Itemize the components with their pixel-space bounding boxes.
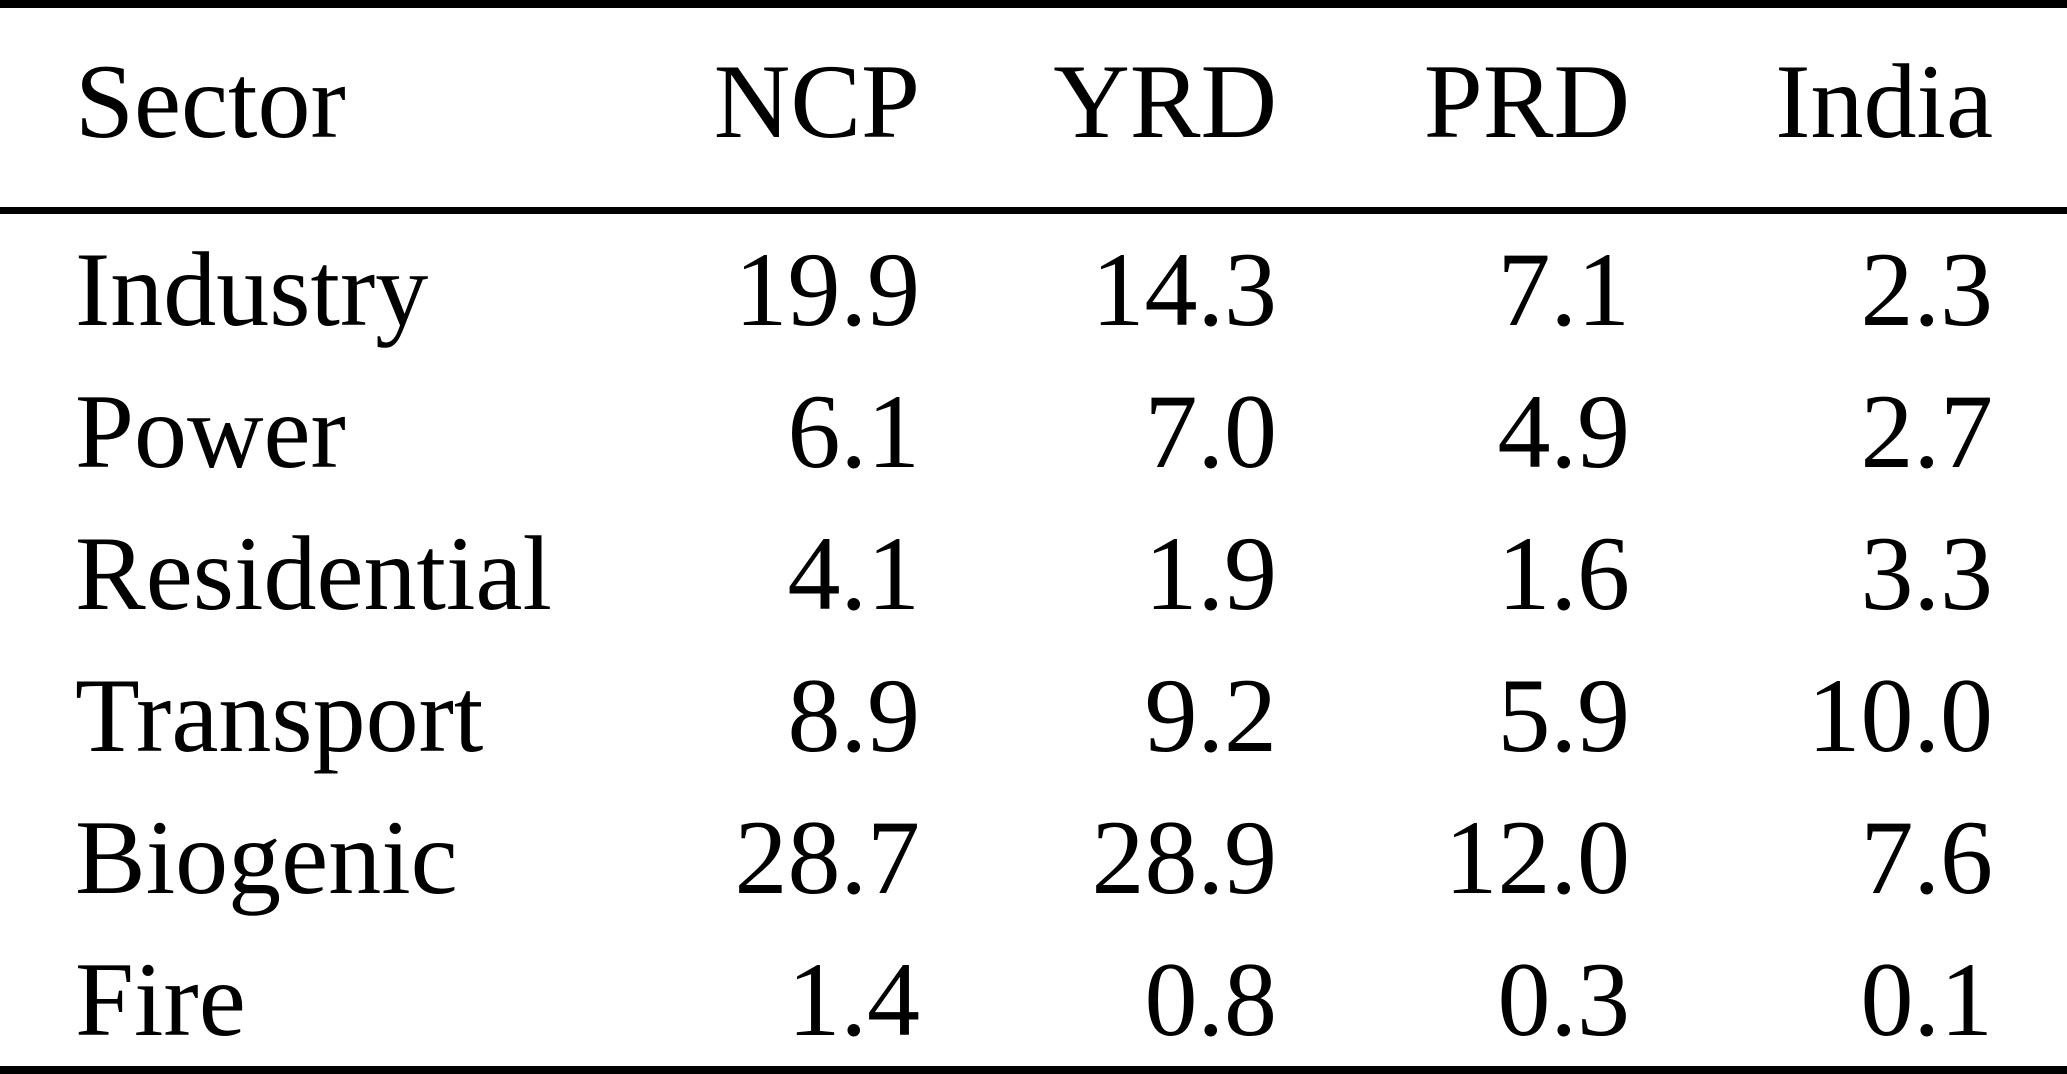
cell-biogenic-yrd: 28.9 (1091, 799, 1278, 917)
cell-fire-yrd: 0.8 (1144, 941, 1278, 1059)
column-header-india: India (1775, 42, 1993, 160)
row-label-fire: Fire (75, 941, 246, 1059)
row-label-biogenic: Biogenic (75, 799, 458, 917)
row-label-transport: Transport (75, 657, 484, 775)
table-row-transport: Transport 8.9 9.2 5.9 10.0 (0, 640, 2067, 782)
table-body: Industry 19.9 14.3 7.1 2.3 Power 6.1 7.0… (0, 211, 2067, 1071)
cell-biogenic-india: 7.6 (1860, 799, 1994, 917)
column-header-yrd: YRD (1053, 42, 1277, 160)
row-label-power: Power (75, 373, 346, 491)
cell-industry-prd: 7.1 (1497, 231, 1631, 349)
cell-industry-india: 2.3 (1860, 231, 1994, 349)
cell-fire-ncp: 1.4 (787, 941, 921, 1059)
cell-transport-yrd: 9.2 (1144, 657, 1278, 775)
cell-residential-india: 3.3 (1860, 515, 1994, 633)
cell-power-prd: 4.9 (1497, 373, 1631, 491)
column-header-prd: PRD (1423, 42, 1630, 160)
table-row-fire: Fire 1.4 0.8 0.3 0.1 (0, 924, 2067, 1070)
cell-industry-yrd: 14.3 (1091, 231, 1278, 349)
table-row-power: Power 6.1 7.0 4.9 2.7 (0, 356, 2067, 498)
cell-biogenic-ncp: 28.7 (734, 799, 921, 917)
cell-industry-ncp: 19.9 (734, 231, 921, 349)
cell-transport-ncp: 8.9 (787, 657, 921, 775)
cell-residential-prd: 1.6 (1497, 515, 1631, 633)
cell-fire-prd: 0.3 (1497, 941, 1631, 1059)
table-row-biogenic: Biogenic 28.7 28.9 12.0 7.6 (0, 782, 2067, 924)
row-label-residential: Residential (75, 515, 552, 633)
column-header-ncp: NCP (713, 42, 920, 160)
cell-biogenic-prd: 12.0 (1444, 799, 1631, 917)
cell-residential-ncp: 4.1 (787, 515, 921, 633)
table-header: Sector NCP YRD PRD India (0, 4, 2067, 211)
cell-residential-yrd: 1.9 (1144, 515, 1278, 633)
cell-power-yrd: 7.0 (1144, 373, 1278, 491)
cell-power-ncp: 6.1 (787, 373, 921, 491)
table-row-industry: Industry 19.9 14.3 7.1 2.3 (0, 211, 2067, 357)
cell-transport-india: 10.0 (1807, 657, 1994, 775)
cell-transport-prd: 5.9 (1497, 657, 1631, 775)
column-header-sector: Sector (75, 42, 346, 160)
table-row-residential: Residential 4.1 1.9 1.6 3.3 (0, 498, 2067, 640)
row-label-industry: Industry (75, 231, 429, 349)
header-row: Sector NCP YRD PRD India (0, 4, 2067, 211)
cell-fire-india: 0.1 (1860, 941, 1994, 1059)
cell-power-india: 2.7 (1860, 373, 1994, 491)
